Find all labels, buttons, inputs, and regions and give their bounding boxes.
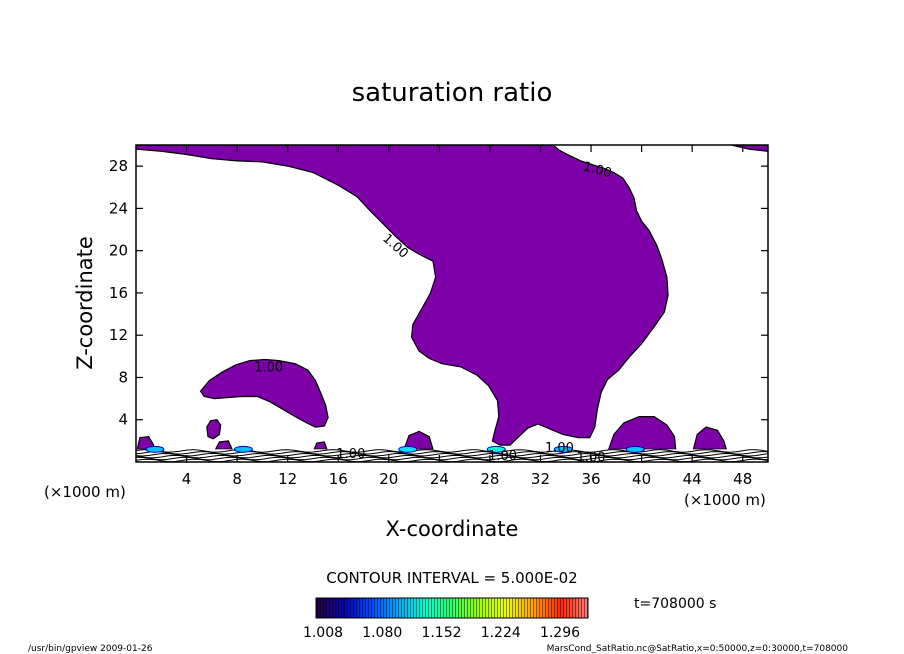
y-unit-note: (×1000 m) — [44, 483, 126, 501]
contour-label: 1.00 — [336, 447, 365, 462]
contour-label: 1.00 — [581, 159, 613, 181]
contour-label: 1.00 — [254, 360, 283, 375]
x-tick-label: 32 — [531, 470, 550, 488]
contour-region-plume — [136, 145, 669, 446]
time-label: t=708000 s — [634, 596, 716, 612]
plot-area: 1.001.001.001.00 1.001.001.00 4 8 12 16 20 24 2… — [109, 144, 769, 488]
x-tick-label: 48 — [733, 470, 752, 488]
y-tick-label: 12 — [109, 326, 128, 344]
footer-left: /usr/bin/gpview 2009-01-26 — [28, 644, 153, 654]
y-tick-label: 4 — [118, 411, 128, 429]
y-tick-label: 24 — [109, 199, 128, 217]
x-tick-label: 4 — [182, 470, 192, 488]
plot-frame — [135, 144, 769, 463]
x-axis-label: X-coordinate — [386, 517, 519, 541]
x-tick-label: 40 — [632, 470, 651, 488]
x-tick-label: 20 — [379, 470, 398, 488]
colorbar: 1.008 1.080 1.152 1.224 1.296 — [303, 597, 589, 641]
y-tick-label: 8 — [118, 368, 128, 386]
contour-label: 1.00 — [488, 449, 517, 464]
colorbar-tick-label: 1.080 — [362, 625, 402, 641]
chart-title: saturation ratio — [352, 78, 553, 108]
colorbar-tick-label: 1.008 — [303, 625, 343, 641]
y-tick-label: 16 — [109, 284, 128, 302]
y-axis-label: Z-coordinate — [73, 236, 97, 370]
footer-right: MarsCond_SatRatio.nc@SatRatio,x=0:50000,… — [547, 644, 849, 654]
high-saturation-patch — [486, 445, 506, 453]
colorbar-tick-label: 1.296 — [540, 625, 580, 641]
colorbar-tick-label: 1.224 — [481, 625, 521, 641]
contour-labels: 1.001.001.001.00 1.001.001.00 — [254, 159, 613, 465]
contour-interval-label: CONTOUR INTERVAL = 5.000E-02 — [326, 569, 577, 587]
surface-contour-line — [136, 454, 768, 459]
x-tick-label: 16 — [329, 470, 348, 488]
contour-region-blob-7 — [214, 440, 234, 450]
x-tick-label: 44 — [683, 470, 702, 488]
y-tick-label: 28 — [109, 157, 128, 175]
high-saturation-patch — [233, 445, 253, 453]
high-saturation-patch — [553, 445, 573, 453]
high-saturation-patch — [145, 445, 165, 453]
saturation-regions — [136, 145, 768, 450]
x-tick-label: 8 — [232, 470, 242, 488]
x-tick-label: 36 — [581, 470, 600, 488]
contour-region-blob-40 — [607, 416, 677, 450]
contour-region-blob-45 — [692, 426, 728, 450]
high-saturation-patch — [625, 445, 645, 453]
x-tick-label: 24 — [430, 470, 449, 488]
contour-region-blob-14 — [313, 441, 328, 450]
x-tick-label: 12 — [278, 470, 297, 488]
surface-contour-line — [136, 456, 768, 461]
y-tick-label: 20 — [109, 242, 128, 260]
colorbar-tick-label: 1.152 — [421, 625, 461, 641]
high-saturation-patch — [398, 445, 418, 453]
contour-region-left-blob — [199, 358, 329, 428]
contour-region-small-blob-6 — [206, 419, 222, 440]
x-tick-label: 28 — [480, 470, 499, 488]
contour-label: 1.00 — [545, 441, 574, 456]
x-unit-note: (×1000 m) — [684, 491, 766, 509]
